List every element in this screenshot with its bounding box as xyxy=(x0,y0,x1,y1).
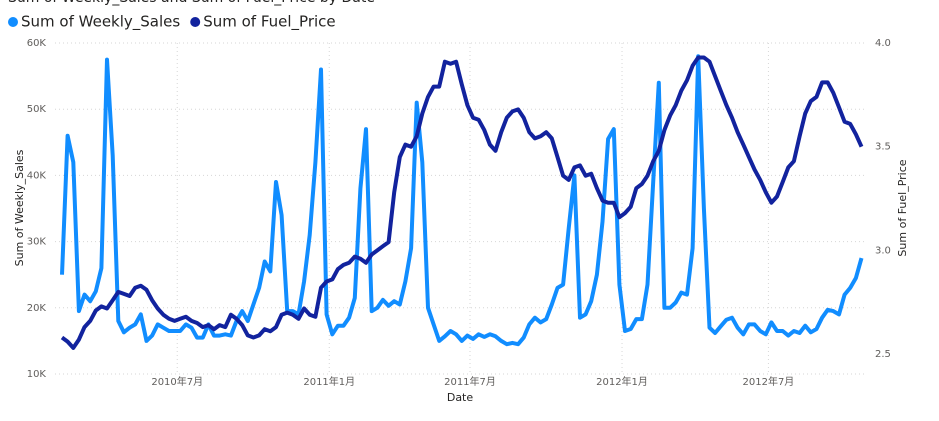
y2-tick-label: 3.0 xyxy=(875,245,891,256)
legend-marker xyxy=(190,17,201,27)
x-tick-label: 2011年7月 xyxy=(444,375,496,388)
legend-marker xyxy=(8,17,18,27)
y2-tick-label: 2.5 xyxy=(875,349,891,360)
series-line xyxy=(60,55,864,350)
y-axis-title: Sum of Weekly_Sales xyxy=(13,149,26,266)
y-tick-label: 10K xyxy=(27,369,47,380)
x-tick-label: 2012年1月 xyxy=(596,375,648,388)
x-axis-title: Date xyxy=(447,391,474,404)
y-tick-label: 20K xyxy=(27,303,47,314)
y-tick-label: 40K xyxy=(27,170,47,181)
y2-tick-label: 3.5 xyxy=(875,142,891,153)
x-tick-label: 2011年1月 xyxy=(303,375,355,388)
y-tick-label: 50K xyxy=(27,104,47,115)
y2-axis-title: Sum of Fuel_Price xyxy=(896,159,909,256)
x-tick-label: 2012年7月 xyxy=(743,375,795,388)
legend-label: Sum of Fuel_Price xyxy=(203,13,335,32)
chart-title: Sum of Weekly_Sales and Sum of Fuel_Pric… xyxy=(8,0,375,6)
x-tick-label: 2010年7月 xyxy=(151,375,203,388)
y-tick-label: 60K xyxy=(27,38,47,49)
series-line xyxy=(60,54,864,347)
legend-label: Sum of Weekly_Sales xyxy=(21,13,180,32)
y-tick-label: 30K xyxy=(27,237,47,248)
y2-tick-label: 4.0 xyxy=(875,38,891,49)
